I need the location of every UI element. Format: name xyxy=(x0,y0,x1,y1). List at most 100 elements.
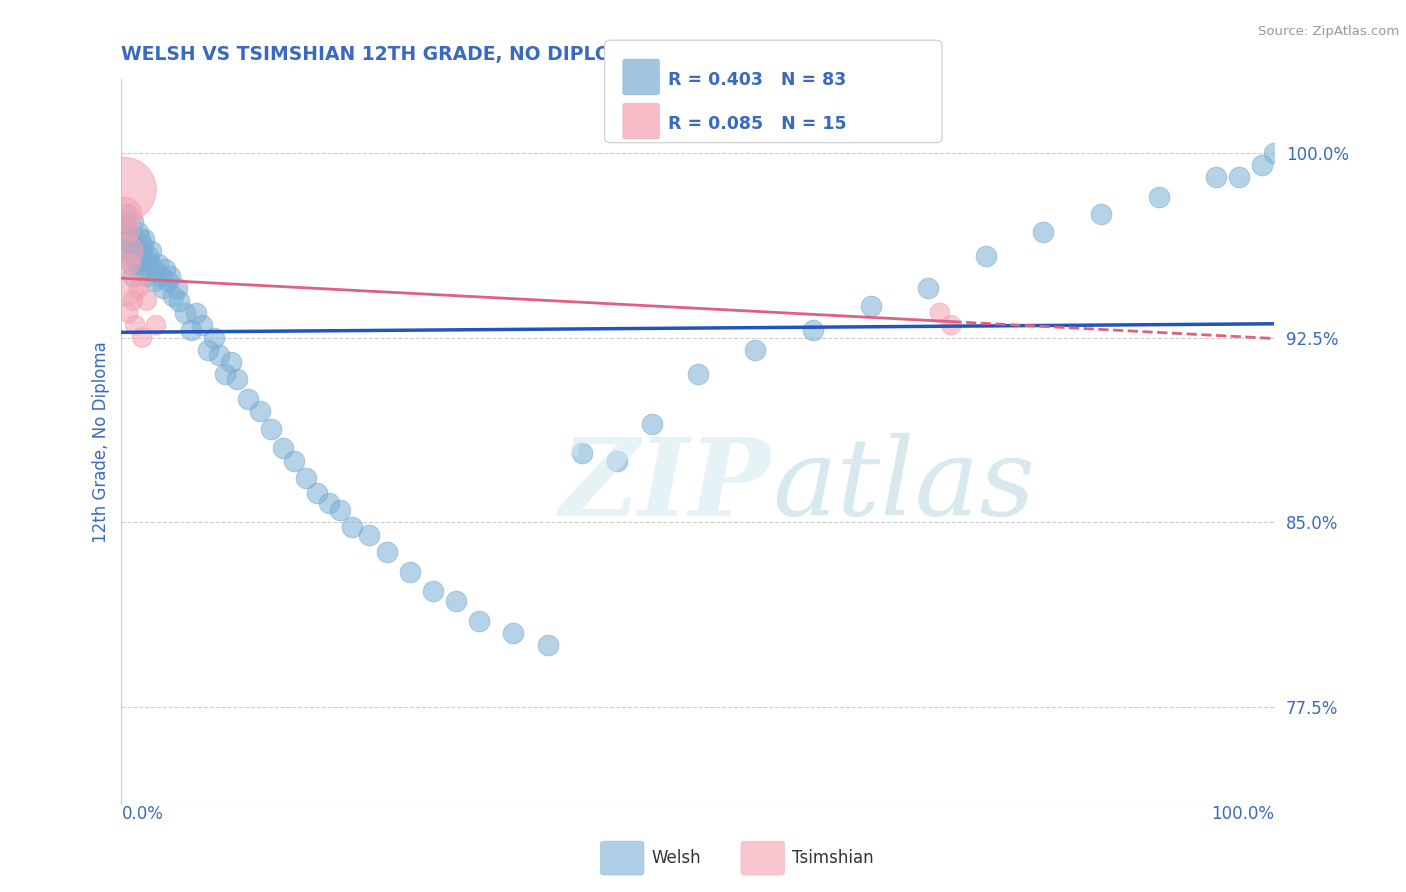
Point xyxy=(571,446,593,460)
Point xyxy=(606,453,628,467)
Text: ZIP: ZIP xyxy=(560,433,770,539)
Point xyxy=(167,293,190,308)
Point xyxy=(114,232,136,246)
Point xyxy=(131,330,153,344)
Point xyxy=(149,268,172,283)
Point xyxy=(1229,170,1251,185)
Point xyxy=(135,293,157,308)
Point xyxy=(340,520,363,534)
Point xyxy=(132,239,155,253)
Point xyxy=(318,495,340,509)
Point xyxy=(115,225,138,239)
Point xyxy=(114,215,136,229)
Point xyxy=(859,299,882,313)
Point xyxy=(1090,207,1112,221)
Point xyxy=(928,306,950,320)
Point xyxy=(162,288,184,302)
Point xyxy=(136,249,159,263)
Point xyxy=(141,244,163,259)
Point xyxy=(686,368,709,382)
Point xyxy=(191,318,214,333)
Point xyxy=(537,639,560,653)
Point xyxy=(238,392,260,406)
Point xyxy=(122,293,145,308)
Point xyxy=(129,249,152,263)
Point xyxy=(121,249,143,263)
Point xyxy=(467,614,489,628)
Point xyxy=(155,261,177,276)
Point xyxy=(125,249,148,263)
Point xyxy=(1032,225,1054,239)
Point xyxy=(145,264,167,278)
Point xyxy=(120,257,142,271)
Point xyxy=(112,183,135,197)
Point xyxy=(145,318,167,333)
Point xyxy=(202,330,225,344)
Point xyxy=(120,227,142,241)
Text: Source: ZipAtlas.com: Source: ZipAtlas.com xyxy=(1258,25,1399,38)
Point xyxy=(197,343,219,357)
Point xyxy=(135,268,157,283)
Point xyxy=(122,249,145,263)
Point xyxy=(114,207,136,221)
Point xyxy=(283,453,305,467)
Text: R = 0.403   N = 83: R = 0.403 N = 83 xyxy=(668,71,846,89)
Text: Tsimshian: Tsimshian xyxy=(792,849,873,867)
Point xyxy=(115,244,138,259)
Point xyxy=(134,232,156,246)
Point xyxy=(117,306,139,320)
Point xyxy=(120,257,142,271)
Point xyxy=(208,348,231,362)
Point xyxy=(214,368,236,382)
Point xyxy=(744,343,766,357)
Point xyxy=(117,244,139,259)
Point xyxy=(225,372,247,386)
Text: Welsh: Welsh xyxy=(651,849,700,867)
Point xyxy=(260,422,283,436)
Point xyxy=(186,306,208,320)
Point xyxy=(128,232,150,246)
Text: 0.0%: 0.0% xyxy=(121,805,163,823)
Point xyxy=(307,485,329,500)
Point xyxy=(444,594,467,608)
Point xyxy=(166,281,188,295)
Point xyxy=(801,323,824,337)
Point xyxy=(142,274,165,288)
Point xyxy=(122,215,145,229)
Point xyxy=(219,355,242,369)
Point xyxy=(1251,158,1274,172)
Point xyxy=(422,584,444,599)
Point xyxy=(124,318,146,333)
Point xyxy=(173,306,195,320)
Point xyxy=(1205,170,1227,185)
Point xyxy=(128,281,150,295)
Point xyxy=(974,249,997,263)
Point xyxy=(249,404,271,418)
Point xyxy=(941,318,963,333)
Point xyxy=(1263,145,1285,160)
Text: atlas: atlas xyxy=(773,434,1036,539)
Point xyxy=(502,626,524,640)
Point xyxy=(917,281,939,295)
Point xyxy=(159,268,181,283)
Text: WELSH VS TSIMSHIAN 12TH GRADE, NO DIPLOMA CORRELATION CHART: WELSH VS TSIMSHIAN 12TH GRADE, NO DIPLOM… xyxy=(121,45,876,64)
Point xyxy=(112,219,135,234)
Text: 100.0%: 100.0% xyxy=(1211,805,1274,823)
Point xyxy=(295,471,318,485)
Point xyxy=(375,545,398,559)
Point xyxy=(398,565,420,579)
Point xyxy=(127,225,149,239)
Point xyxy=(359,527,381,541)
Point xyxy=(271,442,294,456)
Point xyxy=(118,225,141,239)
Point xyxy=(640,417,662,431)
Text: R = 0.085   N = 15: R = 0.085 N = 15 xyxy=(668,115,846,133)
Point xyxy=(329,503,352,517)
Point xyxy=(156,274,179,288)
Point xyxy=(148,257,170,271)
Point xyxy=(135,252,157,266)
Point xyxy=(139,257,162,271)
Point xyxy=(122,268,145,283)
Point xyxy=(127,257,149,271)
Point xyxy=(131,261,153,276)
